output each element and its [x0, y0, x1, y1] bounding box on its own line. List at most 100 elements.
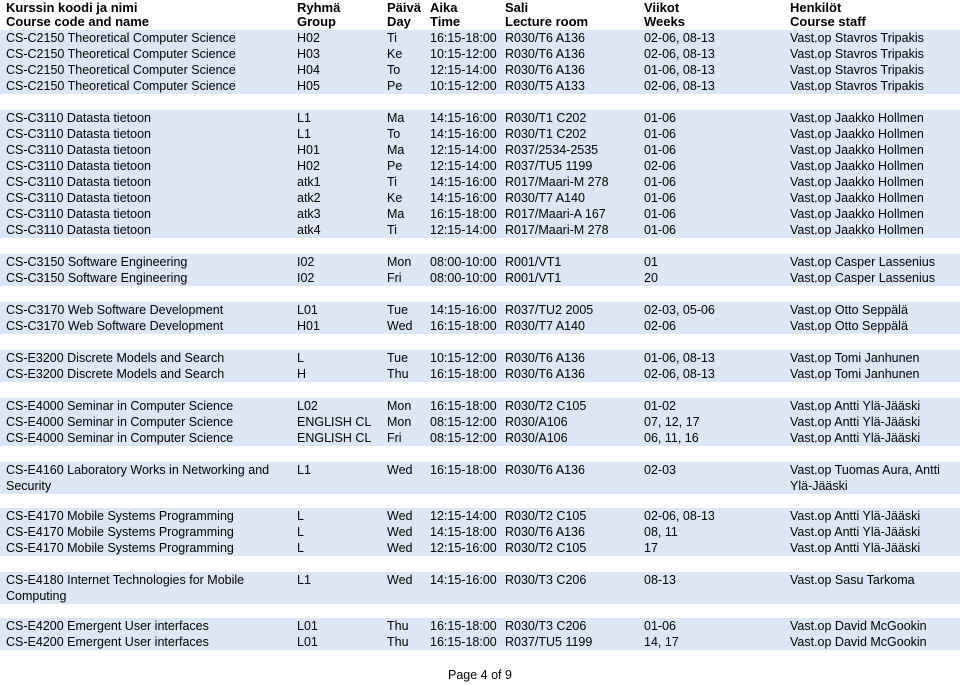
cell-day: To: [387, 127, 401, 141]
header-course-fi: Kurssin koodi ja nimi: [6, 0, 138, 15]
cell-room: R030/T7 A140: [505, 319, 585, 333]
cell-day: Pe: [387, 159, 403, 173]
cell-time: 16:15-18:00: [430, 367, 497, 381]
cell-course: CS-C2150 Theoretical Computer Science: [6, 31, 236, 45]
cell-staff: Vast.op Stavros Tripakis: [790, 47, 924, 61]
cell-staff: Vast.op Antti Ylä-Jääski: [790, 431, 921, 445]
cell-group: L: [297, 509, 304, 523]
cell-course: CS-E4170 Mobile Systems Programming: [6, 525, 234, 539]
cell-group: L02: [297, 399, 318, 413]
cell-group: H02: [297, 31, 320, 45]
cell-day: Ti: [387, 175, 397, 189]
cell-day: Ma: [387, 207, 405, 221]
cell-day: Mon: [387, 415, 412, 429]
cell-weeks: 01: [644, 255, 658, 269]
cell-course: CS-E4200 Emergent User interfaces: [6, 619, 209, 633]
cell-course: CS-C3110 Datasta tietoon: [6, 127, 151, 141]
cell-weeks: 08, 11: [644, 525, 678, 539]
cell-weeks: 01-02: [644, 399, 676, 413]
row-spacer: [0, 604, 960, 618]
cell-staff: Vast.op Stavros Tripakis: [790, 79, 924, 93]
cell-room: R030/T6 A136: [505, 63, 585, 77]
table-header: Kurssin koodi ja nimi Course code and na…: [0, 0, 960, 30]
table-row: CS-E4200 Emergent User interfaces L01 Thu 1…: [0, 634, 960, 650]
cell-time: 14:15-16:00: [430, 175, 497, 189]
cell-group: H04: [297, 63, 320, 77]
header-room-en: Lecture room: [505, 14, 589, 29]
cell-weeks: 01-06: [644, 223, 676, 237]
cell-staff: Vast.op Sasu Tarkoma: [790, 573, 915, 587]
cell-weeks: 02-03: [644, 463, 676, 477]
cell-group: atk4: [297, 223, 321, 237]
schedule-table: CS-C2150 Theoretical Computer Science H02…: [0, 30, 960, 650]
cell-time: 12:15-14:00: [430, 159, 497, 173]
cell-group: H02: [297, 159, 320, 173]
cell-group: H01: [297, 319, 320, 333]
table-row: CS-C3110 Datasta tietoon L1 Ma 14:15-16:00 R…: [0, 110, 960, 126]
cell-group: L1: [297, 127, 311, 141]
cell-day: To: [387, 63, 401, 77]
cell-group: L1: [297, 463, 311, 477]
cell-room: R030/T6 A136: [505, 463, 585, 477]
cell-room: R017/Maari-A 167: [505, 207, 606, 221]
cell-weeks: 01-06, 08-13: [644, 63, 715, 77]
table-row: CS-E4000 Seminar in Computer Science L02 M…: [0, 398, 960, 414]
cell-room: R037/TU5 1199: [505, 635, 593, 649]
table-row: CS-C3110 Datasta tietoon H02 Pe 12:15-14:00…: [0, 158, 960, 174]
cell-time: 10:15-12:00: [430, 79, 497, 93]
cell-weeks: 01-06: [644, 207, 676, 221]
table-row: CS-C2150 Theoretical Computer Science H05…: [0, 78, 960, 94]
cell-weeks: 01-06: [644, 127, 676, 141]
row-spacer: [0, 238, 960, 254]
cell-staff: Vast.op Antti Ylä-Jääski: [790, 525, 921, 539]
cell-staff: Vast.op Antti Ylä-Jääski: [790, 509, 921, 523]
cell-time: 12:15-16:00: [430, 541, 497, 555]
cell-day: Wed: [387, 319, 413, 333]
cell-course: CS-C3110 Datasta tietoon: [6, 143, 151, 157]
cell-weeks: 02-06, 08-13: [644, 509, 715, 523]
cell-day: Wed: [387, 525, 413, 539]
cell-staff: Vast.op Tomi Janhunen: [790, 367, 920, 381]
cell-course: CS-C3110 Datasta tietoon: [6, 111, 151, 125]
cell-day: Fri: [387, 431, 402, 445]
table-row: CS-C2150 Theoretical Computer Science H02…: [0, 30, 960, 46]
cell-room: R030/T6 A136: [505, 47, 585, 61]
header-staff-fi: Henkilöt: [790, 0, 842, 15]
cell-weeks: 06, 11, 16: [644, 431, 699, 445]
cell-room: R037/2534-2535: [505, 143, 599, 157]
table-row: CS-E4170 Mobile Systems Programming L Wed 1…: [0, 524, 960, 540]
cell-group: L: [297, 351, 304, 365]
cell-room: R030/A106: [505, 431, 568, 445]
cell-time: 14:15-16:00: [430, 573, 497, 587]
cell-group: L01: [297, 303, 318, 317]
header-time-en: Time: [430, 14, 461, 29]
cell-staff: Vast.op Stavros Tripakis: [790, 63, 924, 77]
header-group-en: Group: [297, 14, 336, 29]
cell-group: atk1: [297, 175, 321, 189]
cell-course: CS-E4000 Seminar in Computer Science: [6, 431, 234, 445]
cell-staff: Vast.op Otto Seppälä: [790, 319, 908, 333]
cell-time: 08:15-12:00: [430, 415, 497, 429]
cell-course: CS-C2150 Theoretical Computer Science: [6, 79, 236, 93]
cell-weeks: 01-06: [644, 619, 676, 633]
table-row: CS-C3110 Datasta tietoon L1 To 14:15-16:00 R…: [0, 126, 960, 142]
cell-course: CS-E3200 Discrete Models and Search: [6, 367, 225, 381]
cell-staff: Vast.op Jaakko Hollmen: [790, 175, 924, 189]
cell-day: Ti: [387, 31, 397, 45]
table-row: CS-C3110 Datasta tietoon H01 Ma 12:15-14:00…: [0, 142, 960, 158]
cell-staff: Vast.op Antti Ylä-Jääski: [790, 415, 921, 429]
cell-group: atk2: [297, 191, 321, 205]
table-row: CS-C3170 Web Software Development L01 Tue 1…: [0, 302, 960, 318]
cell-room: R037/TU2 2005: [505, 303, 594, 317]
cell-weeks: 02-06, 08-13: [644, 31, 715, 45]
cell-room: R030/A106: [505, 415, 568, 429]
cell-time: 12:15-14:00: [430, 143, 497, 157]
cell-staff: Vast.op Jaakko Hollmen: [790, 111, 924, 125]
cell-course: CS-E4160 Laboratory Works in Networking …: [6, 463, 270, 493]
cell-staff: Vast.op Casper Lassenius: [790, 255, 935, 269]
row-spacer: [0, 286, 960, 302]
header-weeks-en: Weeks: [644, 14, 685, 29]
cell-room: R017/Maari-M 278: [505, 223, 609, 237]
cell-weeks: 01-06: [644, 175, 676, 189]
